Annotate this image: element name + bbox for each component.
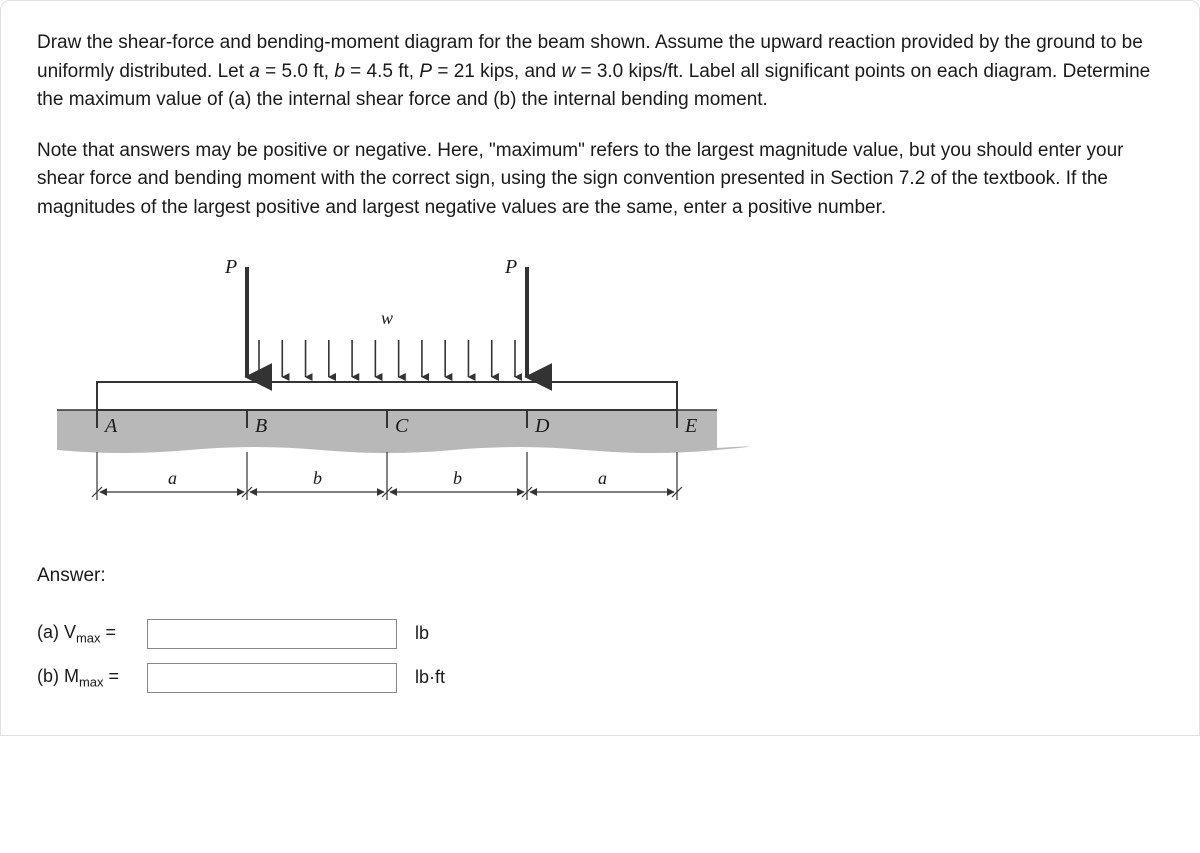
svg-text:b: b xyxy=(313,468,322,488)
svg-text:b: b xyxy=(453,468,462,488)
text: = 4.5 ft, xyxy=(345,61,419,82)
problem-paragraph-2: Note that answers may be positive or neg… xyxy=(37,137,1163,223)
text: = 21 kips, and xyxy=(432,61,561,82)
svg-text:P: P xyxy=(224,256,237,278)
svg-text:P: P xyxy=(504,256,517,278)
problem-paragraph-1: Draw the shear-force and bending-moment … xyxy=(37,29,1163,115)
svg-text:w: w xyxy=(381,308,393,328)
beam-diagram: P Pw A B C D Ea b b a xyxy=(37,252,1163,522)
svg-text:A: A xyxy=(103,415,118,437)
answer-row-a: (a) Vmax = lb xyxy=(37,619,1163,649)
text: = 5.0 ft, xyxy=(260,61,334,82)
var-b: b xyxy=(334,61,345,82)
vmax-label: (a) Vmax = xyxy=(37,619,147,648)
var-a: a xyxy=(249,61,260,82)
svg-text:B: B xyxy=(255,415,267,437)
answer-row-b: (b) Mmax = lb·ft xyxy=(37,663,1163,693)
svg-text:a: a xyxy=(168,468,177,488)
svg-text:D: D xyxy=(534,415,550,437)
vmax-unit: lb xyxy=(415,620,429,647)
answer-heading: Answer: xyxy=(37,562,1163,591)
svg-text:a: a xyxy=(598,468,607,488)
var-w: w xyxy=(561,61,575,82)
mmax-label: (b) Mmax = xyxy=(37,663,147,692)
svg-text:E: E xyxy=(684,415,697,437)
mmax-input[interactable] xyxy=(147,663,397,693)
var-P: P xyxy=(419,61,432,82)
answer-section: Answer: (a) Vmax = lb (b) Mmax = lb·ft xyxy=(37,562,1163,693)
svg-text:C: C xyxy=(395,415,409,437)
vmax-input[interactable] xyxy=(147,619,397,649)
mmax-unit: lb·ft xyxy=(415,664,445,691)
